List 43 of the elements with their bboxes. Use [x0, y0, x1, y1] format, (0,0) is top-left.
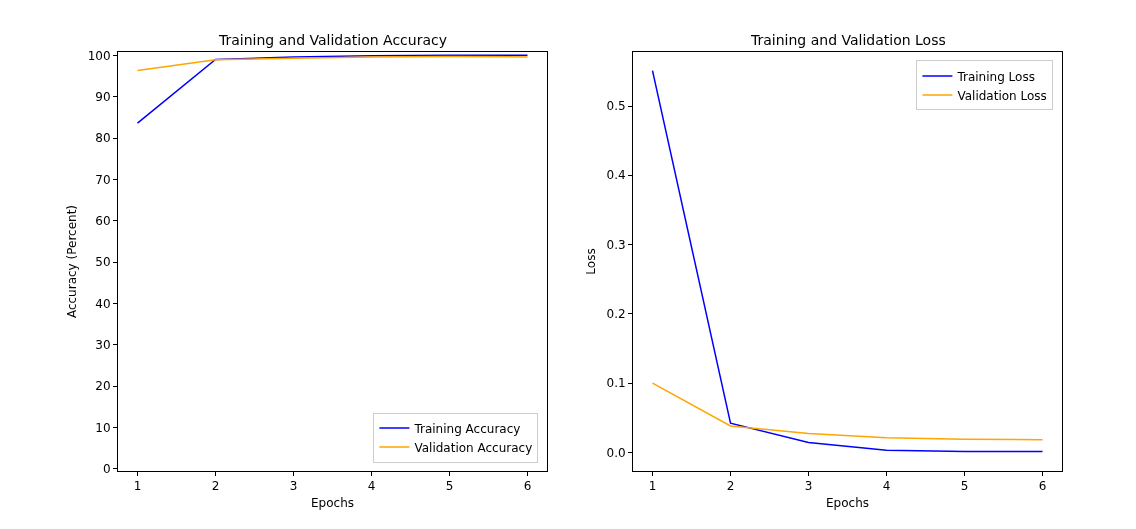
- y-tick-label: 10: [95, 420, 111, 435]
- x-tick-label: 5: [960, 479, 969, 494]
- line-series: [651, 382, 1044, 441]
- y-tick-label: 0.5: [606, 99, 626, 114]
- x-tick-label: 3: [804, 479, 813, 494]
- y-tick-label: 40: [95, 296, 111, 311]
- x-tick-label: 5: [445, 479, 454, 494]
- y-tick-label: 0.4: [606, 168, 626, 183]
- line-series: [136, 54, 529, 124]
- x-tick-label: 1: [648, 479, 657, 494]
- line-series: [651, 69, 1044, 453]
- chart-title: Training and Validation Accuracy: [218, 32, 447, 48]
- legend-label: Training Loss: [956, 69, 1035, 84]
- y-tick-label: 0.0: [606, 445, 626, 460]
- legend-label: Training Accuracy: [413, 421, 521, 436]
- y-tick-label: 70: [95, 172, 111, 187]
- line-series: [136, 55, 529, 72]
- x-axis-title: Epochs: [311, 496, 354, 511]
- y-tick-label: 60: [95, 213, 111, 228]
- legend-label: Validation Accuracy: [414, 440, 533, 455]
- x-tick-label: 2: [211, 479, 220, 494]
- x-tick-label: 6: [523, 479, 532, 494]
- y-tick-label: 0: [102, 462, 111, 477]
- y-axis-title: Loss: [583, 248, 598, 275]
- y-tick-label: 90: [95, 89, 111, 104]
- x-tick-label: 2: [726, 479, 735, 494]
- y-tick-label: 20: [95, 379, 111, 394]
- y-tick-label: 0.1: [606, 376, 626, 391]
- x-tick-label: 4: [367, 479, 376, 494]
- x-tick-label: 1: [133, 479, 142, 494]
- chart-title: Training and Validation Loss: [750, 32, 946, 48]
- x-tick-label: 4: [882, 479, 891, 494]
- x-tick-label: 3: [289, 479, 298, 494]
- y-tick-label: 100: [87, 48, 111, 63]
- y-tick-label: 50: [95, 255, 111, 270]
- x-tick-label: 6: [1038, 479, 1047, 494]
- y-tick-label: 0.2: [606, 306, 626, 321]
- y-axis-title: Accuracy (Percent): [64, 204, 79, 319]
- y-tick-label: 0.3: [606, 237, 626, 252]
- y-tick-label: 80: [95, 131, 111, 146]
- x-axis-title: Epochs: [826, 496, 869, 511]
- legend-label: Validation Loss: [957, 88, 1047, 103]
- y-tick-label: 30: [95, 338, 111, 353]
